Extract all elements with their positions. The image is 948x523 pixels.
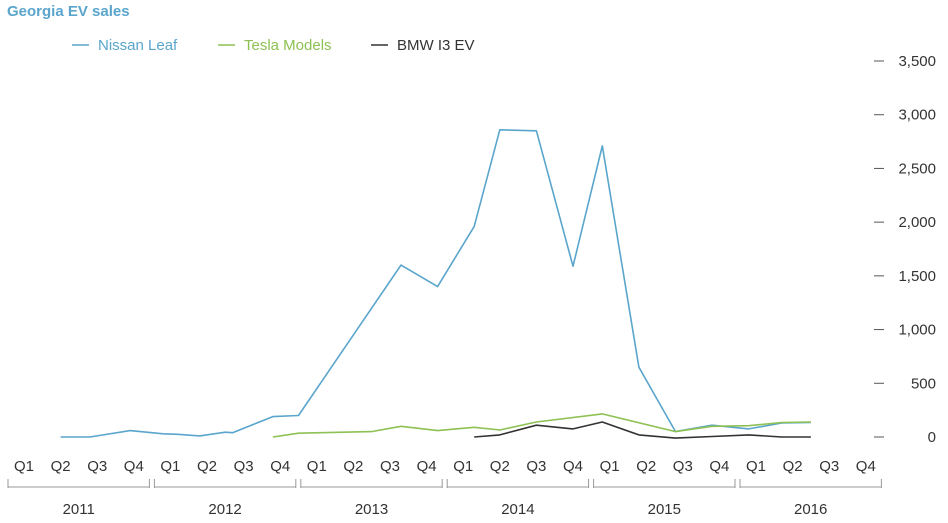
x-year-label: 2012 [208, 501, 241, 518]
series-line-bmw-i3-ev [474, 421, 811, 439]
x-quarter-label: Q2 [197, 458, 217, 475]
x-quarter-label: Q1 [746, 458, 766, 475]
x-quarter-label: Q1 [307, 458, 327, 475]
x-quarter-label: Q4 [417, 458, 437, 475]
chart-title: Georgia EV sales [7, 3, 130, 20]
x-quarter-label: Q1 [453, 458, 473, 475]
y-tick-label: 1,500 [898, 268, 936, 285]
y-tick-label: 2,000 [898, 214, 936, 231]
x-year-label: 2015 [648, 501, 681, 518]
x-quarter-label: Q2 [343, 458, 363, 475]
x-quarter-label: Q3 [673, 458, 693, 475]
x-quarter-label: Q3 [380, 458, 400, 475]
x-quarter-label: Q4 [270, 458, 290, 475]
legend-label: Nissan Leaf [98, 37, 178, 54]
x-quarter-label: Q4 [124, 458, 144, 475]
series-line-nissan-leaf [60, 129, 811, 438]
x-quarter-label: Q4 [709, 458, 729, 475]
x-quarter-label: Q1 [160, 458, 180, 475]
x-quarter-label: Q2 [490, 458, 510, 475]
y-tick-label: 1,000 [898, 322, 936, 339]
y-tick-label: 3,000 [898, 107, 936, 124]
series-line-tesla-models [272, 413, 811, 438]
y-tick-label: 0 [928, 429, 936, 446]
x-quarter-label: Q4 [563, 458, 583, 475]
x-quarter-label: Q2 [51, 458, 71, 475]
x-quarter-label: Q2 [636, 458, 656, 475]
x-quarter-label: Q3 [819, 458, 839, 475]
x-quarter-label: Q3 [87, 458, 107, 475]
legend-label: Tesla Models [244, 37, 332, 54]
x-quarter-label: Q3 [526, 458, 546, 475]
x-quarter-label: Q2 [783, 458, 803, 475]
x-year-label: 2016 [794, 501, 827, 518]
x-quarter-label: Q1 [14, 458, 34, 475]
y-tick-label: 3,500 [898, 53, 936, 70]
x-year-label: 2014 [501, 501, 534, 518]
y-tick-label: 500 [911, 375, 936, 392]
legend-label: BMW I3 EV [397, 37, 475, 54]
y-tick-label: 2,500 [898, 160, 936, 177]
x-year-label: 2013 [355, 501, 388, 518]
x-year-label: 2011 [63, 501, 95, 518]
x-quarter-label: Q1 [600, 458, 620, 475]
x-quarter-label: Q4 [856, 458, 876, 475]
x-quarter-label: Q3 [234, 458, 254, 475]
